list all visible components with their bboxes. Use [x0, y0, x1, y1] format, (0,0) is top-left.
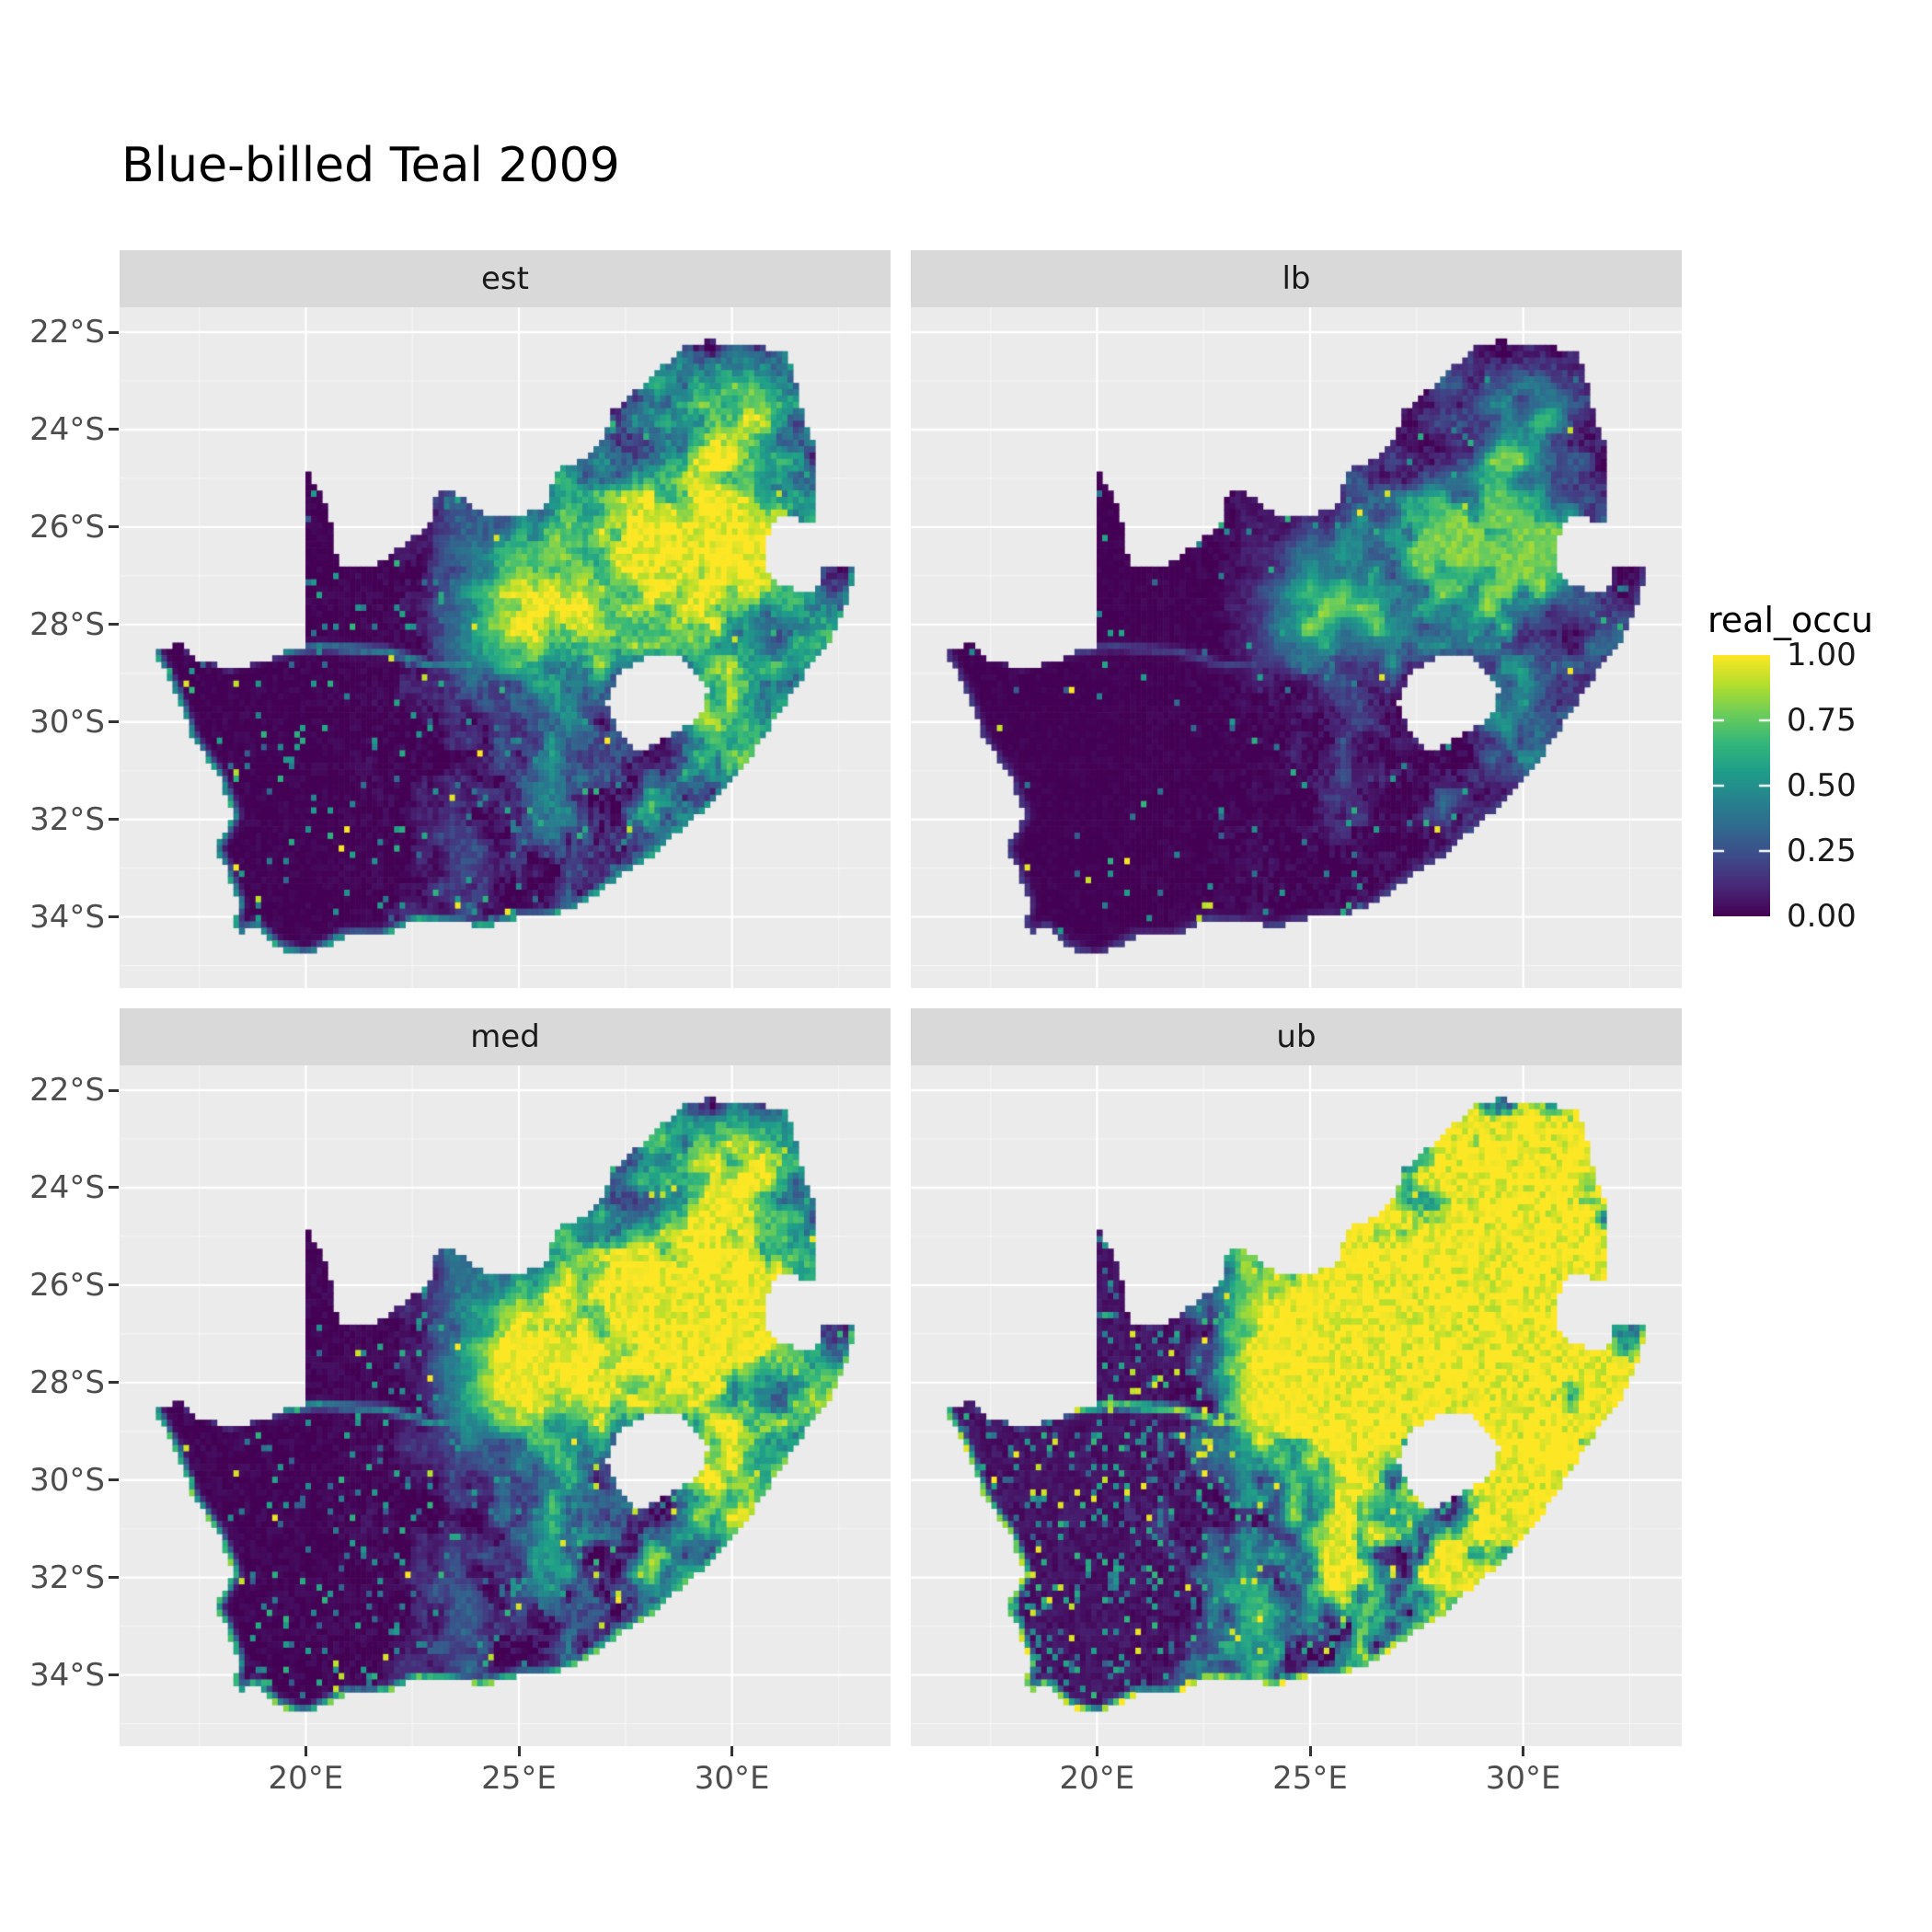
y-tick-label: 28°S [29, 605, 105, 643]
y-tick-label: 32°S [29, 800, 105, 838]
y-tick-mark [109, 915, 119, 919]
facet-strip-ub: ub [911, 1008, 1682, 1065]
legend-tick-label: 0.00 [1787, 898, 1857, 935]
facet-label-lb: lb [1282, 260, 1311, 297]
y-tick-label: 22°S [29, 1072, 105, 1109]
facet-strip-med: med [120, 1008, 891, 1065]
map-panel-lb [911, 307, 1682, 988]
y-tick-label: 24°S [29, 1168, 105, 1206]
y-tick-mark [109, 720, 119, 724]
y-tick-mark [109, 1088, 119, 1092]
plot-title: Blue-billed Teal 2009 [121, 138, 620, 193]
legend-tick-label: 0.25 [1787, 833, 1857, 869]
facet-label-ub: ub [1276, 1018, 1317, 1055]
legend: real_occu 1.00 0.75 0.50 0.25 0.00 [1708, 600, 1932, 986]
legend-tick-label: 0.50 [1787, 767, 1857, 804]
y-tick-mark [109, 330, 119, 334]
y-tick-label: 28°S [29, 1363, 105, 1401]
y-tick-label: 34°S [29, 898, 105, 936]
y-tick-label: 30°S [29, 703, 105, 741]
y-tick-mark [109, 1673, 119, 1677]
facet-strip-est: est [120, 250, 891, 307]
y-tick-label: 22°S [29, 314, 105, 351]
x-tick-mark [517, 1746, 521, 1756]
facet-strip-lb: lb [911, 250, 1682, 307]
y-tick-mark [109, 623, 119, 627]
y-tick-mark [109, 1283, 119, 1287]
y-tick-label: 34°S [29, 1656, 105, 1694]
y-tick-label: 30°S [29, 1461, 105, 1499]
x-tick-label: 30°E [694, 1760, 770, 1797]
legend-title: real_occu [1708, 600, 1874, 640]
y-tick-mark [109, 1478, 119, 1482]
y-tick-mark [109, 1186, 119, 1190]
x-tick-label: 25°E [1272, 1760, 1348, 1797]
facet-label-est: est [481, 260, 529, 297]
legend-tick-label: 0.75 [1787, 702, 1857, 739]
x-tick-mark [1308, 1746, 1312, 1756]
x-tick-label: 30°E [1485, 1760, 1561, 1797]
x-tick-label: 20°E [268, 1760, 344, 1797]
legend-colorbar [1713, 655, 1770, 916]
x-tick-label: 25°E [481, 1760, 557, 1797]
y-tick-label: 26°S [29, 508, 105, 546]
y-tick-mark [109, 428, 119, 431]
x-tick-mark [1095, 1746, 1098, 1756]
y-tick-mark [109, 818, 119, 822]
y-tick-mark [109, 1576, 119, 1580]
y-tick-mark [109, 1381, 119, 1385]
x-tick-label: 20°E [1059, 1760, 1135, 1797]
y-tick-label: 24°S [29, 410, 105, 448]
y-tick-mark [109, 525, 119, 529]
map-panel-ub [911, 1065, 1682, 1746]
legend-tick-label: 1.00 [1787, 637, 1857, 673]
x-tick-mark [1522, 1746, 1525, 1756]
x-tick-mark [304, 1746, 307, 1756]
x-tick-mark [730, 1746, 734, 1756]
y-tick-label: 32°S [29, 1558, 105, 1596]
facet-label-med: med [470, 1018, 540, 1055]
map-panel-est [120, 307, 891, 988]
y-tick-label: 26°S [29, 1266, 105, 1304]
map-panel-med [120, 1065, 891, 1746]
